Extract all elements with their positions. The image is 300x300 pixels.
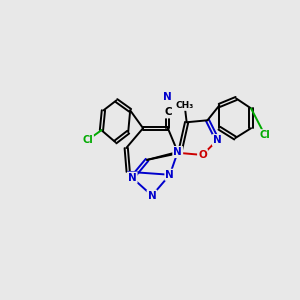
Text: Cl: Cl [82, 135, 93, 145]
Text: N: N [165, 170, 174, 180]
Text: N: N [213, 135, 222, 145]
Text: N: N [173, 147, 182, 157]
Text: N: N [148, 190, 156, 201]
Text: N: N [164, 92, 172, 103]
Text: O: O [198, 150, 207, 160]
Text: N: N [128, 173, 136, 183]
Text: C: C [164, 107, 172, 117]
Text: Cl: Cl [260, 130, 270, 140]
Text: CH₃: CH₃ [176, 101, 194, 110]
